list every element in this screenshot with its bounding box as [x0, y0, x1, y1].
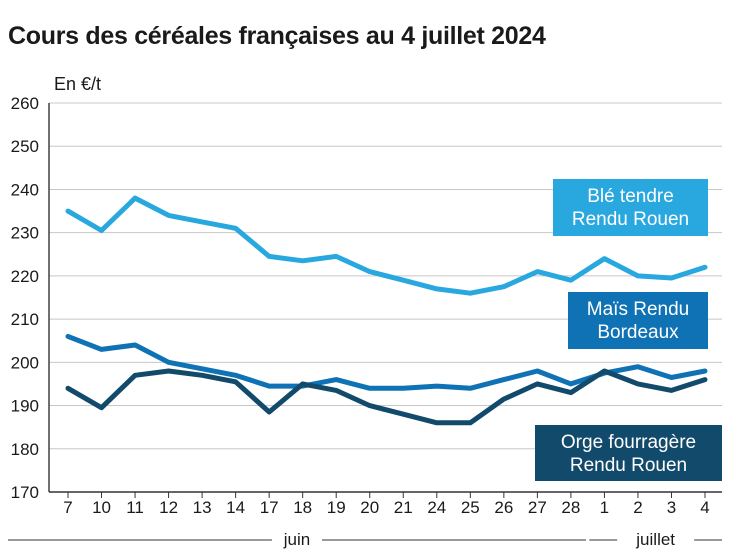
x-tick-label: 28 — [561, 498, 580, 517]
x-tick-label: 25 — [461, 498, 480, 517]
y-unit-label: En €/t — [54, 74, 101, 94]
series-label: Maïs Rendu — [587, 299, 689, 320]
x-tick-label: 11 — [126, 498, 144, 517]
x-tick-label: 14 — [226, 498, 245, 517]
x-tick-label: 26 — [494, 498, 513, 517]
series-label-box — [553, 179, 708, 236]
y-tick-label: 210 — [11, 310, 39, 329]
x-tick-label: 10 — [92, 498, 111, 517]
y-tick-label: 240 — [11, 180, 39, 199]
x-tick-label: 17 — [260, 498, 279, 517]
x-tick-label: 19 — [327, 498, 346, 517]
y-tick-label: 220 — [11, 267, 39, 286]
y-tick-label: 200 — [11, 353, 39, 372]
x-tick-label: 24 — [427, 498, 446, 517]
chart-title: Cours des céréales françaises au 4 juill… — [8, 22, 546, 50]
x-tick-label: 21 — [394, 498, 413, 517]
grid — [48, 102, 722, 493]
y-axis-ticks: 170 180 190 200 210 220 230 240 250 260 — [11, 94, 39, 502]
series-label-box — [568, 292, 708, 349]
x-tick-label: 7 — [63, 498, 72, 517]
x-tick-label: 27 — [528, 498, 547, 517]
y-tick-label: 190 — [11, 397, 39, 416]
series-label: Orge fourragère — [561, 432, 696, 453]
y-tick-label: 230 — [11, 224, 39, 243]
month-axis: juin juillet — [8, 530, 722, 549]
month-label: juillet — [635, 530, 675, 549]
series-label: Rendu Rouen — [570, 455, 687, 476]
y-tick-label: 260 — [11, 94, 39, 113]
series-label: Blé tendre — [587, 186, 674, 207]
series-label: Bordeaux — [597, 322, 679, 343]
series-label-box — [535, 425, 722, 481]
x-tick-label: 18 — [293, 498, 312, 517]
x-tick-label: 4 — [700, 498, 709, 517]
x-tick-label: 20 — [360, 498, 379, 517]
x-tick-label: 1 — [600, 498, 609, 517]
series-line — [65, 368, 708, 426]
x-tick-label: 12 — [159, 498, 178, 517]
y-tick-label: 180 — [11, 440, 39, 459]
x-tick-label: 2 — [633, 498, 642, 517]
series-label: Rendu Rouen — [572, 209, 689, 230]
y-tick-label: 170 — [11, 483, 39, 502]
x-axis-ticks: 7 10 11 12 13 14 17 18 19 20 21 24 25 26 27 28 1 2 3 4 — [63, 492, 710, 517]
series-lines — [65, 195, 708, 426]
series-line — [65, 195, 708, 296]
y-tick-label: 250 — [11, 137, 39, 156]
x-tick-label: 3 — [667, 498, 676, 517]
x-tick-label: 13 — [193, 498, 212, 517]
month-label: juin — [283, 530, 310, 549]
